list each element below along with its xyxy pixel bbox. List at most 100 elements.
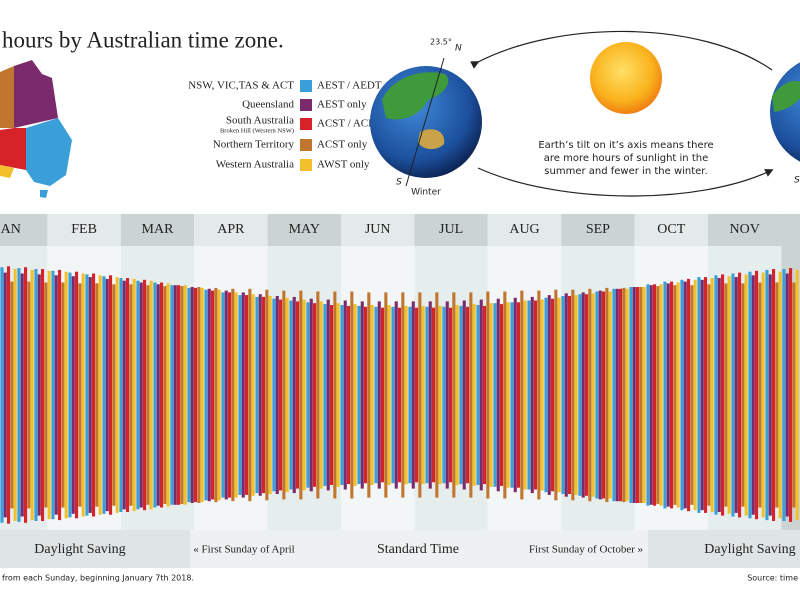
bar [663, 281, 667, 509]
bar [707, 284, 711, 506]
bar [421, 305, 425, 485]
bar [187, 287, 191, 503]
month-cell [267, 214, 341, 246]
bar [418, 292, 422, 498]
season-label: Winter [411, 188, 441, 198]
legend-label: AEST / AEDT [317, 80, 382, 92]
south-label: S [396, 178, 402, 188]
period-label: « First Sunday of April [193, 544, 294, 556]
bar [761, 272, 765, 518]
bar [561, 296, 565, 494]
bar [564, 293, 568, 497]
month-cell [0, 214, 48, 246]
bar [432, 307, 436, 483]
bar [105, 278, 109, 512]
month-label: SEP [586, 222, 610, 237]
bar [71, 276, 75, 514]
bar [282, 290, 286, 500]
bar [520, 290, 524, 500]
bar [51, 270, 55, 520]
bar [143, 279, 147, 511]
bar [415, 307, 419, 483]
bar [0, 267, 4, 523]
bar [479, 299, 483, 491]
bar [241, 292, 245, 498]
tilt-label: 23.5° [430, 38, 452, 47]
bar [27, 281, 31, 509]
bar [302, 299, 306, 491]
bar [744, 274, 748, 516]
month-label: JUL [439, 222, 463, 237]
bar [503, 291, 507, 499]
bar [534, 300, 538, 490]
bar [636, 287, 640, 503]
bar [459, 305, 463, 485]
bar [670, 281, 674, 509]
bar [387, 305, 391, 485]
month-label: APR [217, 222, 245, 237]
bar [646, 284, 650, 506]
bar [557, 297, 561, 493]
bar [741, 283, 745, 507]
bar [778, 271, 782, 519]
bar [268, 296, 272, 494]
legend-swatch [300, 159, 312, 171]
bar [364, 306, 368, 484]
bar [78, 283, 82, 507]
bar [404, 305, 408, 485]
bar [401, 292, 405, 498]
bar [523, 300, 527, 490]
bar [319, 301, 323, 489]
bar [224, 290, 228, 500]
month-cell [414, 214, 488, 246]
bar [500, 304, 504, 486]
bar [292, 296, 296, 494]
bar [112, 284, 116, 506]
bar [452, 292, 456, 498]
bar [248, 288, 252, 502]
bar [466, 306, 470, 484]
bar [408, 306, 412, 484]
bar [608, 291, 612, 499]
legend-label: ACST only [317, 139, 368, 151]
bar [476, 305, 480, 485]
bar [435, 292, 439, 498]
bar [792, 282, 796, 508]
bar [540, 299, 544, 491]
bar [245, 295, 249, 495]
bar [299, 290, 303, 500]
bar [262, 296, 266, 494]
bars [0, 266, 799, 524]
bar [656, 286, 660, 504]
bar [183, 285, 187, 505]
bar [316, 291, 320, 499]
bar [595, 291, 599, 499]
bar [717, 278, 721, 512]
caption: are more hours of sunlight in the [544, 153, 708, 164]
bar [398, 307, 402, 483]
period-label: First Sunday of October » [529, 544, 643, 556]
legend-label: ACST / ACDT [317, 118, 383, 130]
bar [126, 278, 130, 512]
bar [731, 273, 735, 517]
bar [234, 292, 238, 498]
bar [109, 275, 113, 515]
bar [496, 298, 500, 492]
bar [449, 307, 453, 483]
month-cell [634, 214, 708, 246]
legend-label: AWST only [317, 159, 370, 171]
bar [425, 306, 429, 484]
bar [632, 287, 636, 503]
bar [231, 288, 235, 502]
bar [462, 300, 466, 490]
month-label: FEB [71, 222, 97, 237]
bar [132, 278, 136, 512]
bar [438, 305, 442, 485]
bar [360, 301, 364, 489]
bar [751, 275, 755, 515]
bar [153, 282, 157, 508]
bar [721, 274, 725, 516]
caption: Earth’s tilt on it’s axis means there [538, 140, 713, 151]
bar [578, 294, 582, 496]
